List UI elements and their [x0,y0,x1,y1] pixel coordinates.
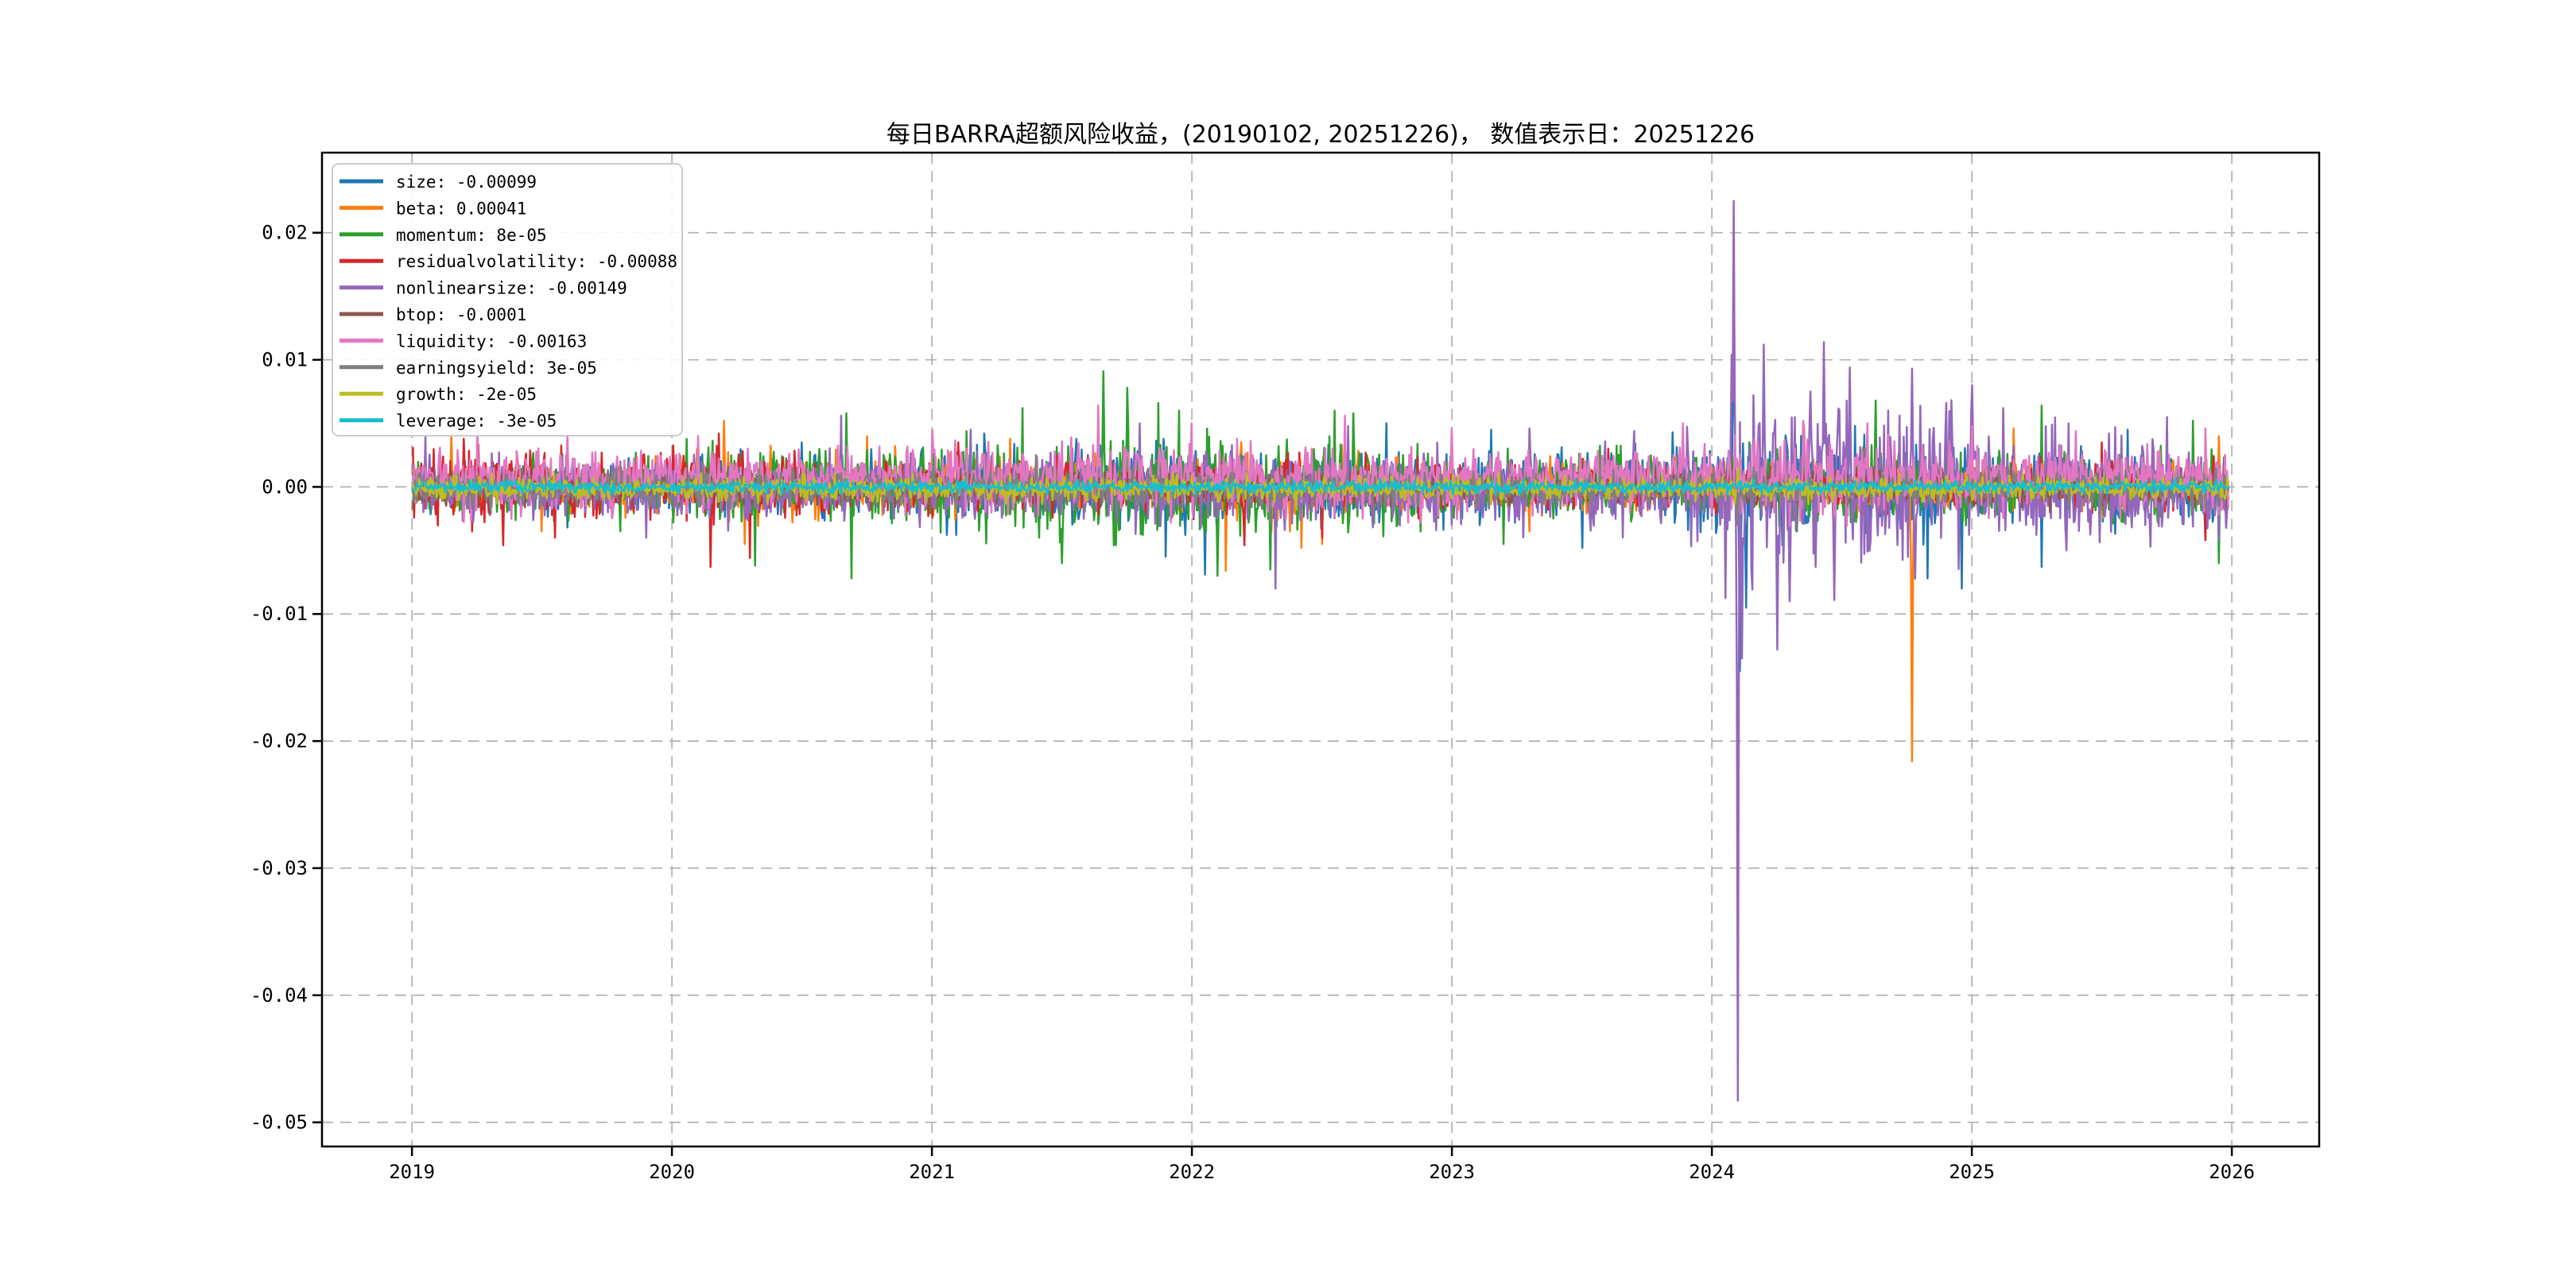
legend-label-beta: beta: 0.00041 [396,199,526,218]
x-tick-label: 2022 [1169,1161,1215,1183]
x-tick-label: 2026 [2209,1161,2255,1183]
legend-label-liquidity: liquidity: -0.00163 [396,332,587,351]
y-tick-label: 0.02 [262,222,308,244]
y-tick-label: 0.00 [262,475,308,498]
axes [312,151,2321,1156]
legend-label-leverage: leverage: -3e-05 [396,412,557,431]
plot-border [320,151,2321,1148]
legend: size: -0.00099 beta: 0.00041 momentum: 8e-… [332,163,683,436]
x-tick-label: 2025 [1949,1161,1995,1183]
x-tick-label: 2021 [909,1161,955,1183]
tick-labels: 2019 2020 2021 2022 2023 2024 2025 2026 0.02 0.01… [250,222,2255,1183]
x-tick-label: 2023 [1429,1161,1475,1183]
legend-row-growth: growth: -2e-05 [339,385,537,404]
y-tick-label: -0.05 [250,1111,308,1134]
legend-row-size: size: -0.00099 [339,173,537,192]
legend-row-leverage: leverage: -3e-05 [339,412,557,431]
x-tick-label: 2019 [389,1161,435,1183]
series-line-nonlinearsize [412,200,2229,1102]
legend-row-liquidity: liquidity: -0.00163 [339,332,587,351]
legend-label-residualvolatility: residualvolatility: -0.00088 [396,252,677,271]
legend-row-btop: btop: -0.0001 [339,305,526,324]
legend-box [332,163,683,436]
legend-row-momentum: momentum: 8e-05 [339,226,547,245]
series-lines [412,200,2229,1102]
legend-label-btop: btop: -0.0001 [396,305,526,324]
series-line-leverage [412,478,2229,496]
x-tick-label: 2024 [1689,1161,1735,1183]
legend-row-earningsyield: earningsyield: 3e-05 [339,359,597,378]
y-tick-label: 0.01 [262,349,308,371]
legend-row-residualvolatility: residualvolatility: -0.00088 [339,252,677,271]
chart-title: 每日BARRA超额风险收益，(20190102, 20251226)， 数值表示… [886,121,1755,149]
legend-row-nonlinearsize: nonlinearsize: -0.00149 [339,279,627,298]
y-tick-label: -0.02 [250,730,308,752]
y-tick-label: -0.04 [250,984,308,1007]
legend-label-size: size: -0.00099 [396,173,537,192]
y-tick-label: -0.03 [250,857,308,879]
legend-row-beta: beta: 0.00041 [339,199,526,218]
legend-label-growth: growth: -2e-05 [396,385,537,404]
legend-label-nonlinearsize: nonlinearsize: -0.00149 [396,279,627,298]
y-tick-label: -0.01 [250,603,308,625]
series-line-liquidity [412,404,2229,527]
x-tick-label: 2020 [649,1161,695,1183]
legend-label-momentum: momentum: 8e-05 [396,226,547,245]
legend-label-earningsyield: earningsyield: 3e-05 [396,359,597,378]
